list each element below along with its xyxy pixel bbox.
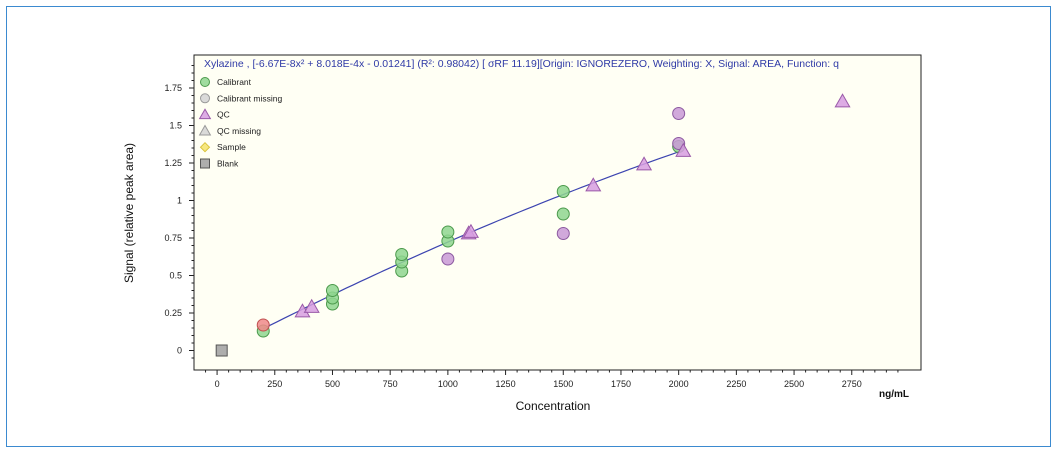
x-tick-label: 0 bbox=[215, 379, 220, 389]
y-axis-title: Signal (relative peak area) bbox=[122, 143, 136, 283]
legend-marker bbox=[200, 77, 210, 87]
legend-label: QC missing bbox=[217, 126, 261, 136]
x-tick-label: 2250 bbox=[726, 379, 746, 389]
x-tick-label: 1000 bbox=[438, 379, 458, 389]
y-tick-label: 1.25 bbox=[164, 158, 182, 168]
x-axis-unit: ng/mL bbox=[879, 389, 909, 400]
y-tick-label: 1.75 bbox=[164, 83, 182, 93]
excluded-calibrant-point bbox=[256, 318, 270, 332]
x-tick-label: 2500 bbox=[784, 379, 804, 389]
x-tick-label: 1750 bbox=[611, 379, 631, 389]
legend-label: Calibrant bbox=[217, 77, 252, 87]
calibrant-point bbox=[395, 248, 409, 261]
chart-title: Xylazine , [-6.67E-8x² + 8.018E-4x - 0.0… bbox=[204, 58, 839, 70]
legend-marker bbox=[198, 108, 212, 120]
legend-label: Sample bbox=[217, 142, 246, 152]
x-tick-label: 2000 bbox=[669, 379, 689, 389]
y-tick-label: 0.5 bbox=[169, 271, 182, 281]
calibrant-point bbox=[441, 225, 455, 239]
x-tick-label: 1250 bbox=[496, 379, 516, 389]
legend: Calibrant Calibrant missing QC QC missing Sa… bbox=[198, 77, 282, 169]
y-tick-label: 1 bbox=[177, 196, 182, 206]
blank-point bbox=[215, 344, 228, 357]
legend-marker bbox=[200, 93, 210, 104]
qc-circles-point bbox=[672, 107, 686, 120]
y-tick-label: 1.5 bbox=[169, 121, 182, 131]
legend-label: Calibrant missing bbox=[217, 93, 282, 103]
data-points-layer bbox=[215, 93, 851, 357]
x-tick-label: 500 bbox=[325, 379, 340, 389]
qc-point bbox=[585, 177, 602, 192]
x-axis-title: Concentration bbox=[516, 399, 591, 413]
qc-circles-point bbox=[441, 252, 455, 266]
x-tick-label: 2750 bbox=[842, 379, 862, 389]
qc-point bbox=[635, 156, 653, 171]
axes: 0 250 500 750 1000 1250 1500 1750 2000 2250 2500 27… bbox=[164, 65, 899, 389]
calibrant-point bbox=[325, 284, 339, 297]
y-tick-label: 0 bbox=[177, 346, 182, 356]
qc-circles-point bbox=[556, 227, 570, 240]
legend-marker bbox=[198, 124, 212, 136]
qc-point bbox=[834, 93, 851, 108]
qc-point bbox=[303, 298, 320, 313]
calibrant-point bbox=[556, 185, 570, 198]
calibrant-point bbox=[556, 207, 570, 221]
x-tick-label: 750 bbox=[383, 379, 398, 389]
x-tick-label: 1500 bbox=[553, 379, 573, 389]
x-tick-label: 250 bbox=[267, 379, 282, 389]
qc-point bbox=[462, 223, 480, 238]
legend-label: QC bbox=[217, 110, 230, 120]
qc-point bbox=[675, 142, 692, 157]
legend-marker bbox=[200, 158, 210, 169]
y-tick-label: 0.75 bbox=[164, 233, 182, 243]
y-tick-label: 0.25 bbox=[164, 308, 182, 318]
legend-marker bbox=[199, 141, 211, 153]
legend-label: Blank bbox=[217, 159, 239, 169]
